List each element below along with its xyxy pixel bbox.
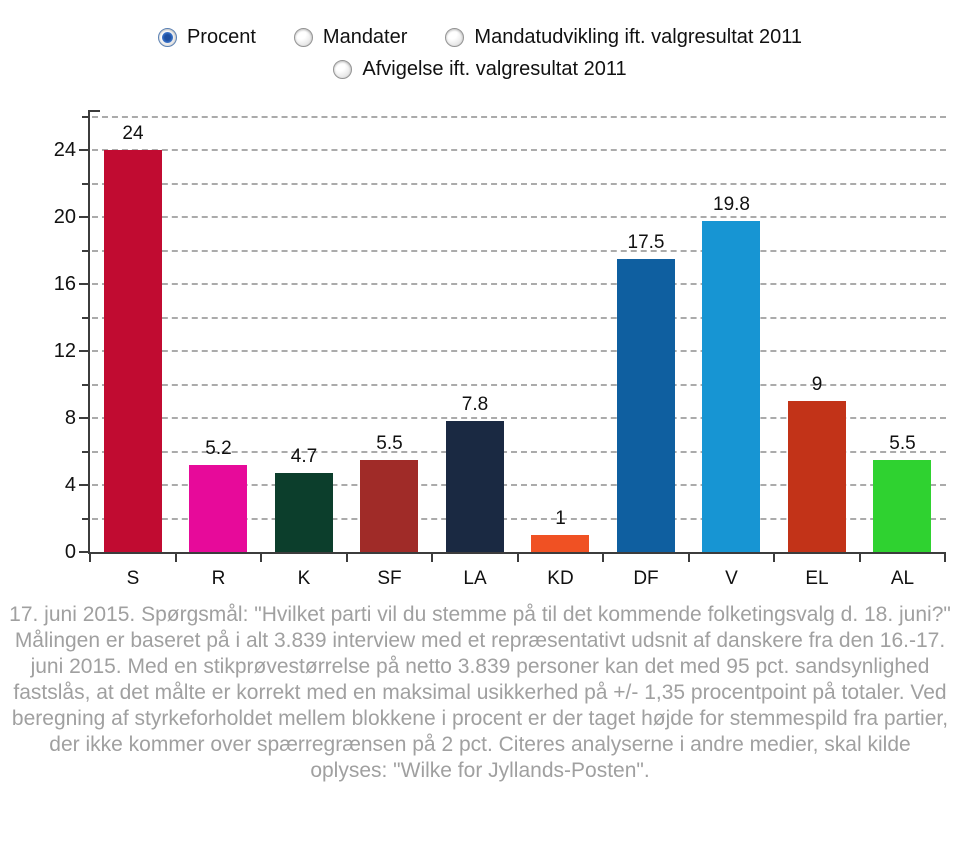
bar-SF xyxy=(360,459,419,552)
radio-unselected-icon xyxy=(445,28,465,47)
gridline xyxy=(92,484,946,487)
y-axis-tick xyxy=(79,484,88,487)
gridline xyxy=(92,216,946,219)
radio-selected-icon xyxy=(157,28,177,47)
y-axis-top-tick xyxy=(90,110,100,112)
y-axis-label: 4 xyxy=(64,474,76,497)
y-axis-tick xyxy=(82,249,88,252)
y-axis-tick xyxy=(79,216,88,219)
x-axis-tick xyxy=(260,554,262,562)
y-axis-tick xyxy=(82,450,88,453)
y-axis-tick xyxy=(82,115,88,118)
gridline xyxy=(92,417,946,420)
x-axis-tick xyxy=(687,554,690,562)
bar-value-label: 1 xyxy=(555,508,566,530)
y-axis-line xyxy=(88,110,90,554)
x-axis-tick xyxy=(516,554,519,562)
gridline xyxy=(92,383,946,386)
x-axis-tick xyxy=(944,554,946,562)
radio-label: Mandatudvikling ift. valgresultat 2011 xyxy=(474,26,803,48)
plot-area: 0 4 8 12 16 20 24 24 S 5.2 R 4.7 K 5.5 SF 7.8 LA 1 KD 17.5 D… xyxy=(54,110,946,589)
radio-label: Mandater xyxy=(322,26,408,48)
y-axis-label: 8 xyxy=(64,407,76,430)
x-axis-category-label: AL xyxy=(890,568,915,589)
radio-unselected-icon xyxy=(293,28,313,47)
bar-EL xyxy=(787,401,846,552)
gridline xyxy=(92,316,946,319)
bar-value-label: 5.5 xyxy=(376,432,403,454)
y-axis-label: 24 xyxy=(53,139,76,162)
bar-R xyxy=(189,464,248,552)
x-axis-tick xyxy=(174,554,177,562)
x-axis-tick xyxy=(345,554,348,562)
x-axis-tick xyxy=(602,554,604,562)
methodology-footnote: 17. juni 2015. Spørgsmål: "Hvilket parti… xyxy=(9,603,951,782)
radio-unselected-icon xyxy=(333,60,353,79)
x-axis-category-label: SF xyxy=(377,568,402,589)
bar-value-label: 17.5 xyxy=(627,232,665,254)
bar-V xyxy=(702,220,761,552)
y-axis-label: 0 xyxy=(64,541,76,563)
y-axis-tick xyxy=(82,182,88,185)
bar-K xyxy=(274,473,333,552)
x-axis-line xyxy=(88,552,946,554)
bar-value-label: 19.8 xyxy=(713,193,750,215)
x-axis-category-label: LA xyxy=(463,568,487,589)
chart-mode-options-row-2: Afvigelse ift. valgresultat 2011 xyxy=(0,58,960,81)
bar-value-label: 9 xyxy=(811,374,823,396)
radio-option-mandatudvikling[interactable]: Mandatudvikling ift. valgresultat 2011 xyxy=(445,26,802,49)
gridline xyxy=(92,450,946,453)
bar-value-label: 5.5 xyxy=(889,432,916,454)
bar-KD xyxy=(531,535,590,552)
radio-option-mandater[interactable]: Mandater xyxy=(293,26,408,49)
radio-option-afvigelse[interactable]: Afvigelse ift. valgresultat 2011 xyxy=(333,58,627,81)
y-axis-tick xyxy=(82,517,88,520)
x-axis-tick xyxy=(431,554,433,562)
bar-LA xyxy=(445,421,504,552)
gridline xyxy=(92,182,946,185)
x-axis-category-label: EL xyxy=(805,568,829,589)
y-axis-label: 20 xyxy=(53,206,76,229)
x-axis-tick xyxy=(858,554,861,562)
gridline xyxy=(92,249,946,252)
gridline xyxy=(92,149,946,152)
y-axis-tick xyxy=(79,283,88,286)
y-axis-label: 12 xyxy=(53,340,76,363)
gridline xyxy=(92,283,946,286)
x-axis-category-label: K xyxy=(297,568,311,589)
x-axis-category-label: R xyxy=(211,568,226,589)
bar-AL xyxy=(873,459,932,552)
bar-value-label: 7.8 xyxy=(461,394,489,416)
x-axis-tick xyxy=(89,554,91,562)
bar-value-label: 4.7 xyxy=(290,446,318,468)
y-axis-tick xyxy=(79,551,88,553)
chart-mode-options-row-1: Procent Mandater Mandatudvikling ift. valg… xyxy=(0,0,960,49)
radio-label: Procent xyxy=(186,26,256,48)
x-axis-category-label: V xyxy=(725,568,738,589)
x-axis-category-label: DF xyxy=(633,568,659,589)
x-axis-category-label: S xyxy=(126,568,140,589)
y-axis-tick xyxy=(82,383,88,386)
y-axis-tick xyxy=(82,316,88,319)
bar-S xyxy=(103,150,162,552)
y-axis-tick xyxy=(79,350,88,353)
bar-value-label: 5.2 xyxy=(205,437,232,459)
gridline xyxy=(92,350,946,353)
radio-option-procent[interactable]: Procent xyxy=(157,26,256,49)
y-axis-tick xyxy=(79,149,88,152)
radio-label: Afvigelse ift. valgresultat 2011 xyxy=(362,58,627,80)
x-axis-tick xyxy=(773,554,775,562)
bar-value-label: 24 xyxy=(122,123,144,145)
gridline xyxy=(92,115,946,118)
y-axis-label: 16 xyxy=(53,273,76,296)
bar-DF xyxy=(616,259,675,552)
y-axis-tick xyxy=(79,417,88,420)
gridline xyxy=(92,517,946,520)
x-axis-category-label: KD xyxy=(547,568,574,589)
